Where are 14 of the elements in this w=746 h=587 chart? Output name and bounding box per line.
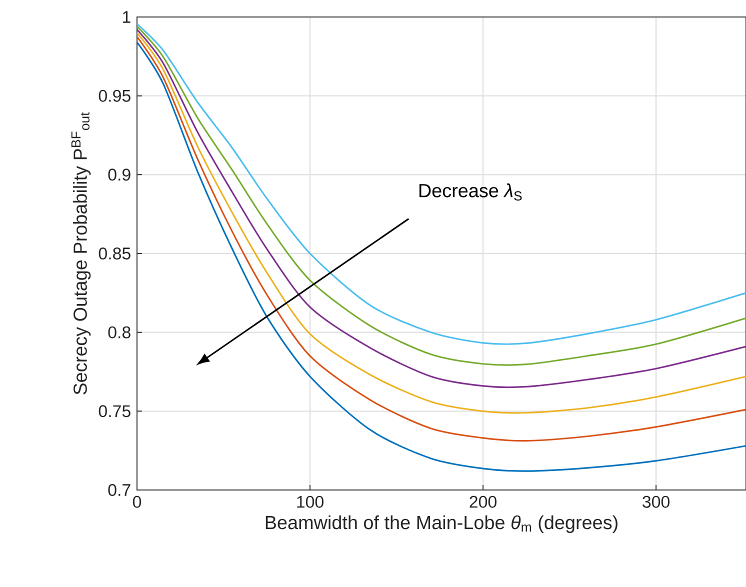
x-tick-label: 200	[470, 496, 496, 508]
y-tick-label: 1	[123, 11, 130, 23]
y-tick-label: 0.7	[108, 484, 130, 496]
x-axis-title: Beamwidth of the Main-Lobe θ$_{m}$ (degrees)	[266, 515, 618, 533]
y-tick-label: 0.85	[98, 248, 130, 260]
x-tick-label: 300	[642, 496, 670, 508]
y-axis-title: Secrecy Outage Probability P$^{BF}$out	[71, 112, 91, 394]
x-tick-label: 0	[132, 496, 142, 508]
annotation: Decrease λ$_{S}$	[419, 183, 522, 201]
y-tick-label: 0.8	[108, 326, 130, 338]
x-tick-label: 100	[297, 496, 324, 508]
y-tick-label: 0.95	[98, 90, 130, 102]
y-tick-label: 0.9	[108, 168, 130, 181]
y-tick-label: 0.75	[98, 405, 130, 418]
